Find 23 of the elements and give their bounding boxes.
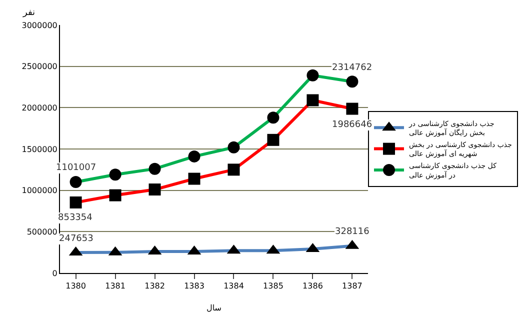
x-tick-label: 1387 bbox=[342, 282, 362, 291]
data-label: 1101007 bbox=[56, 163, 96, 173]
y-tick-label: 3000000 bbox=[22, 20, 58, 30]
data-label: 853354 bbox=[58, 213, 93, 223]
data-label: 328116 bbox=[335, 227, 370, 237]
x-tick-label: 1380 bbox=[66, 282, 86, 291]
x-tick-label: 1381 bbox=[105, 282, 126, 291]
y-tick-label: 2000000 bbox=[22, 103, 58, 112]
y-tick-label: 1500000 bbox=[22, 144, 58, 154]
data-label: 2314762 bbox=[332, 63, 372, 73]
x-tick-label: 1384 bbox=[224, 282, 244, 291]
y-tick-label: 500000 bbox=[26, 227, 58, 236]
x-tick-label: 1383 bbox=[184, 282, 204, 291]
y-tick-label: 2500000 bbox=[22, 62, 58, 72]
x-tick-label: 1386 bbox=[302, 282, 323, 291]
x-tick-label: 1382 bbox=[144, 282, 165, 291]
data-label: 247653 bbox=[59, 234, 94, 244]
x-tick-label: 1385 bbox=[263, 282, 284, 291]
y-axis-title: نفر bbox=[22, 8, 36, 18]
data-label: 1986646 bbox=[332, 120, 372, 130]
y-tick-label: 1000000 bbox=[22, 186, 58, 196]
y-tick-label: 0 bbox=[52, 268, 58, 278]
x-axis-title: سال bbox=[206, 304, 222, 313]
